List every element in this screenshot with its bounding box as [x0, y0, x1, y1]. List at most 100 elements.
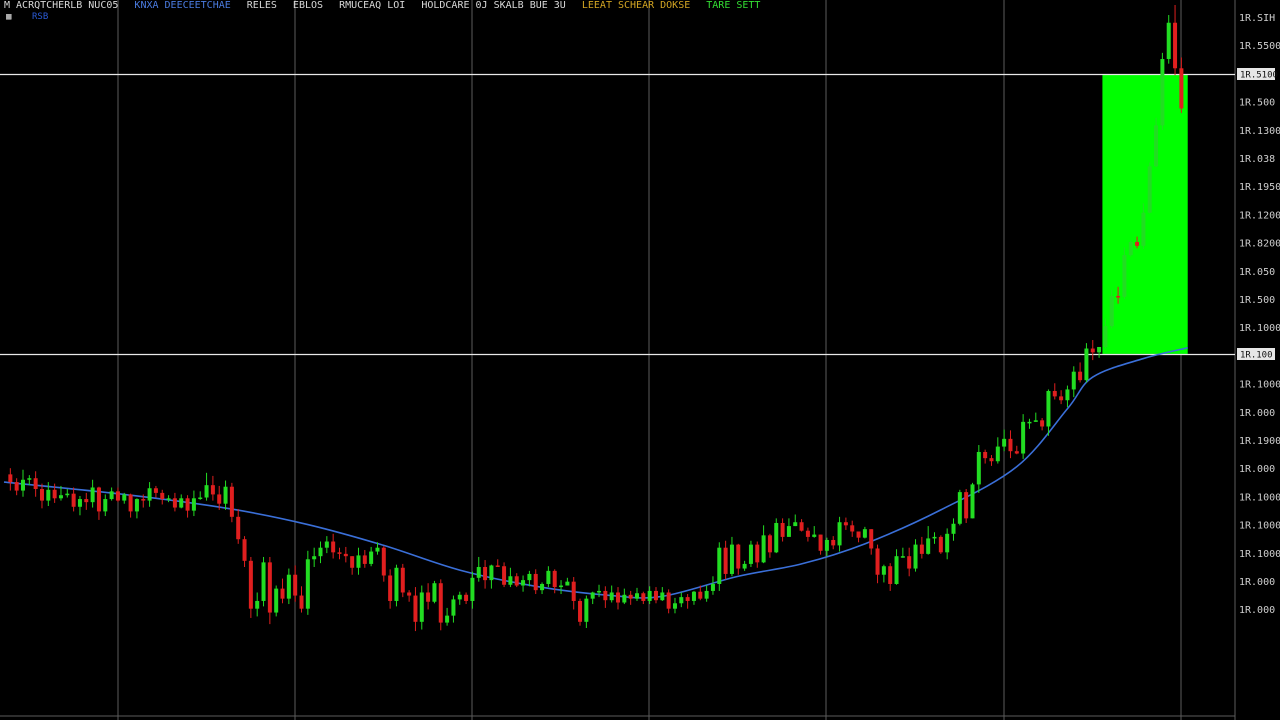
candle: [191, 490, 196, 517]
candle-body: [1116, 296, 1121, 298]
candle-body: [1179, 68, 1184, 109]
candle: [653, 587, 658, 604]
candle-body: [299, 595, 304, 609]
candle-body: [419, 592, 424, 622]
candle-body: [242, 539, 247, 561]
candle-body: [919, 544, 924, 554]
candle-body: [533, 573, 538, 591]
candle: [1166, 15, 1171, 64]
candle: [559, 580, 564, 595]
candle: [831, 536, 836, 550]
legend-symbol: M ACRQTCHERLB NUC05: [4, 0, 119, 11]
price-axis-tick: 1R.8200: [1239, 239, 1280, 250]
candle-body: [729, 544, 734, 574]
candle: [331, 533, 336, 559]
candle: [578, 598, 583, 626]
candle: [457, 591, 462, 605]
candle: [160, 489, 165, 505]
candle: [748, 540, 753, 567]
candle: [635, 587, 639, 601]
candle-body: [875, 548, 880, 575]
candle-body: [1147, 166, 1152, 213]
candle: [286, 568, 291, 605]
candle-body: [837, 522, 842, 546]
candle: [350, 556, 355, 575]
candle: [881, 564, 886, 583]
price-axis-tick: 1R.038: [1239, 154, 1275, 165]
candle: [217, 485, 222, 510]
candle: [122, 492, 127, 504]
candle-body: [812, 534, 817, 537]
candle: [1135, 236, 1140, 249]
candle-body: [312, 556, 317, 560]
price-axis-tick: 1R.000: [1239, 577, 1275, 588]
candle-body: [805, 530, 810, 537]
candle-body: [1040, 420, 1045, 427]
candle-body: [1103, 326, 1108, 347]
candle-body: [1135, 241, 1140, 246]
candle-body: [1021, 421, 1026, 454]
candle: [65, 489, 70, 498]
candle: [489, 564, 494, 589]
candle: [1173, 4, 1178, 76]
candle: [388, 569, 393, 609]
price-axis-tick: 1R.000: [1239, 408, 1275, 419]
candle-body: [698, 591, 703, 599]
candle: [483, 560, 488, 589]
sub-indicator-icon[interactable]: ▦ RSB: [6, 12, 48, 22]
candle-body: [951, 523, 956, 534]
candle-body: [438, 583, 443, 623]
candle: [938, 535, 943, 554]
candle: [565, 577, 570, 586]
candle: [445, 607, 450, 626]
level-lines[interactable]: [0, 73, 1235, 356]
price-axis-tick: 1R.1200: [1239, 210, 1280, 221]
candle: [451, 595, 456, 623]
price-tag-label: 1R.5100: [1240, 71, 1278, 81]
candle: [1046, 389, 1051, 436]
candle: [1021, 414, 1026, 459]
candle-body: [337, 552, 342, 554]
candle-body: [293, 574, 298, 596]
candle-body: [881, 566, 886, 575]
candle: [818, 534, 823, 555]
candle: [223, 480, 228, 510]
candle-body: [514, 576, 519, 586]
candle-body: [46, 489, 51, 501]
candle-body: [635, 593, 639, 599]
candle-body: [1141, 212, 1146, 246]
legend-stat-1: RELES: [246, 0, 277, 11]
candle: [1122, 247, 1127, 300]
candle: [1008, 430, 1013, 459]
candle-body: [1109, 296, 1114, 327]
price-axis[interactable]: 1R.SIH1R.550010.5001R.5001R.13001R.0381R…: [1237, 13, 1280, 616]
candle: [432, 580, 437, 604]
candle-body: [489, 565, 494, 581]
candle: [609, 585, 614, 603]
candle-body: [445, 615, 450, 623]
candle-body: [704, 590, 709, 599]
candle: [109, 487, 114, 501]
candle-body: [1052, 390, 1057, 397]
candle-body: [483, 567, 488, 581]
candle: [584, 595, 589, 628]
candle: [1116, 286, 1121, 304]
candle-body: [375, 547, 380, 552]
candle: [305, 550, 310, 615]
candle: [274, 585, 279, 617]
candle-body: [400, 567, 405, 593]
legend-indicator: KNXA DEECEETCHAE: [134, 0, 231, 11]
candle: [426, 583, 431, 610]
candle-body: [527, 573, 532, 581]
candle-body: [432, 583, 437, 602]
candle-body: [274, 588, 279, 613]
price-tag-bg: [1237, 68, 1275, 80]
legend-level: LEEAT SCHEAR DOKSE: [581, 0, 691, 11]
candle-body: [1160, 59, 1165, 126]
price-axis-tick: 1R.050: [1239, 267, 1275, 278]
candle: [71, 487, 76, 512]
candle: [198, 491, 203, 500]
candle: [597, 584, 602, 598]
